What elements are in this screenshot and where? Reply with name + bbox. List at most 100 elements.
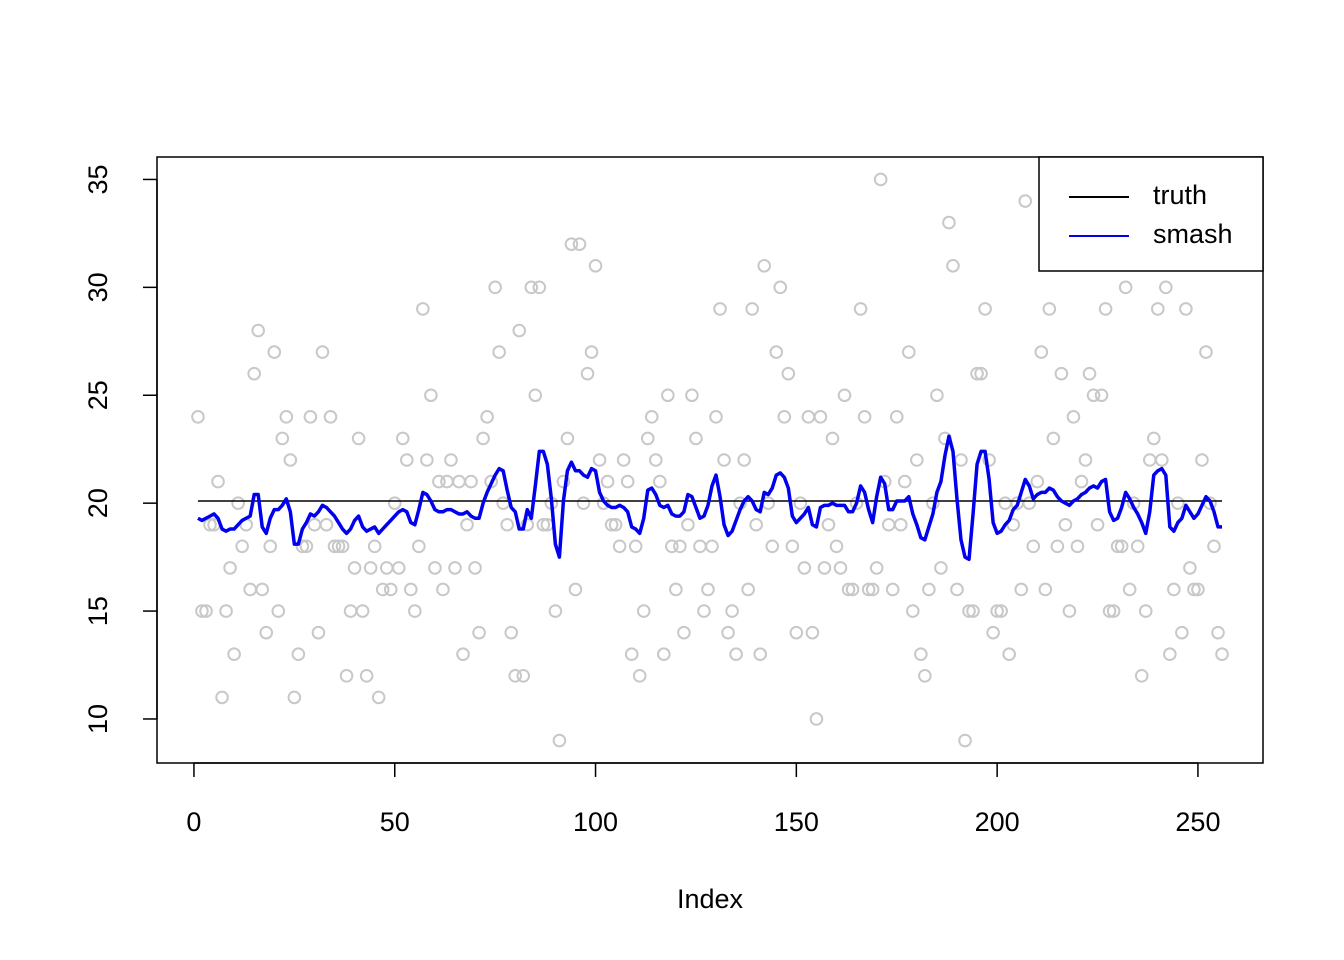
- data-point: [375, 582, 390, 597]
- data-point: [797, 561, 812, 575]
- data-point: [1094, 388, 1109, 403]
- data-point: [339, 669, 354, 683]
- data-point: [974, 366, 988, 381]
- data-point: [367, 539, 382, 554]
- legend-box: [1038, 156, 1264, 272]
- data-point: [235, 539, 249, 554]
- data-point: [885, 582, 900, 597]
- data-point: [315, 345, 330, 359]
- data-point: [448, 561, 462, 575]
- data-point: [970, 366, 984, 381]
- data-point: [616, 453, 631, 467]
- data-point: [620, 474, 635, 489]
- data-point: [632, 669, 647, 683]
- data-point: [1038, 582, 1053, 597]
- data-point: [1070, 539, 1085, 554]
- data-point: [809, 712, 824, 726]
- data-point: [295, 539, 310, 554]
- data-point: [572, 237, 587, 251]
- data-point: [1183, 561, 1197, 575]
- data-point: [869, 561, 884, 575]
- y-tick-label: 15: [83, 596, 113, 626]
- data-point: [355, 604, 370, 618]
- y-tick-label: 35: [83, 164, 113, 194]
- data-point: [1122, 582, 1137, 597]
- data-point: [901, 345, 916, 359]
- data-point: [456, 647, 470, 662]
- data-point: [1102, 604, 1117, 618]
- data-point: [576, 496, 591, 510]
- data-point: [408, 604, 422, 618]
- data-point: [552, 733, 567, 748]
- data-point: [500, 517, 514, 532]
- data-point: [873, 172, 888, 187]
- data-point: [584, 345, 599, 359]
- data-point: [536, 517, 551, 532]
- x-tick-label: 200: [975, 807, 1020, 837]
- data-point: [1106, 604, 1121, 618]
- y-tick-label: 25: [83, 380, 113, 410]
- data-point: [351, 431, 366, 446]
- data-point: [1054, 366, 1069, 381]
- data-point: [1199, 345, 1213, 359]
- data-point: [412, 539, 426, 554]
- data-point: [813, 410, 828, 424]
- data-point: [677, 625, 691, 640]
- data-point: [203, 517, 217, 532]
- data-point: [319, 517, 334, 532]
- data-point: [934, 561, 948, 575]
- data-point: [420, 453, 434, 467]
- data-point: [223, 561, 237, 575]
- data-point: [1179, 302, 1193, 316]
- data-point: [725, 604, 739, 618]
- data-point: [287, 690, 302, 705]
- data-point: [424, 388, 438, 403]
- data-point: [1207, 539, 1221, 554]
- data-point: [745, 302, 759, 316]
- data-point: [893, 517, 908, 532]
- data-point: [640, 431, 655, 446]
- data-point: [548, 604, 563, 618]
- data-point: [528, 388, 543, 403]
- data-point: [1046, 431, 1061, 446]
- data-point: [665, 539, 679, 554]
- x-tick-label: 50: [380, 807, 410, 837]
- data-point: [1167, 582, 1181, 597]
- data-point: [335, 539, 350, 554]
- data-point: [436, 582, 450, 597]
- data-point: [432, 474, 446, 489]
- data-point: [661, 388, 675, 403]
- data-point: [829, 539, 844, 554]
- data-point: [468, 561, 482, 575]
- data-point: [914, 647, 928, 662]
- data-point: [918, 669, 932, 683]
- data-point: [644, 410, 659, 424]
- data-point: [785, 539, 800, 554]
- data-point: [946, 258, 960, 273]
- data-point: [1098, 302, 1113, 316]
- data-point: [1110, 539, 1125, 554]
- data-point: [323, 410, 338, 424]
- data-point: [906, 604, 920, 618]
- data-point: [612, 539, 627, 554]
- data-point: [705, 539, 719, 554]
- data-point: [416, 302, 430, 316]
- data-point: [765, 539, 780, 554]
- data-point: [821, 517, 836, 532]
- data-point: [404, 582, 418, 597]
- data-point: [564, 237, 579, 251]
- data-point: [492, 345, 506, 359]
- data-point: [1050, 539, 1065, 554]
- data-point: [556, 474, 571, 489]
- data-point: [464, 474, 478, 489]
- legend-label: smash: [1153, 219, 1233, 249]
- data-point: [781, 366, 796, 381]
- data-point: [1058, 517, 1073, 532]
- data-point: [865, 582, 880, 597]
- data-point: [1030, 474, 1045, 489]
- data-point: [568, 582, 583, 597]
- series-line: [197, 434, 1223, 562]
- data-point: [399, 453, 414, 467]
